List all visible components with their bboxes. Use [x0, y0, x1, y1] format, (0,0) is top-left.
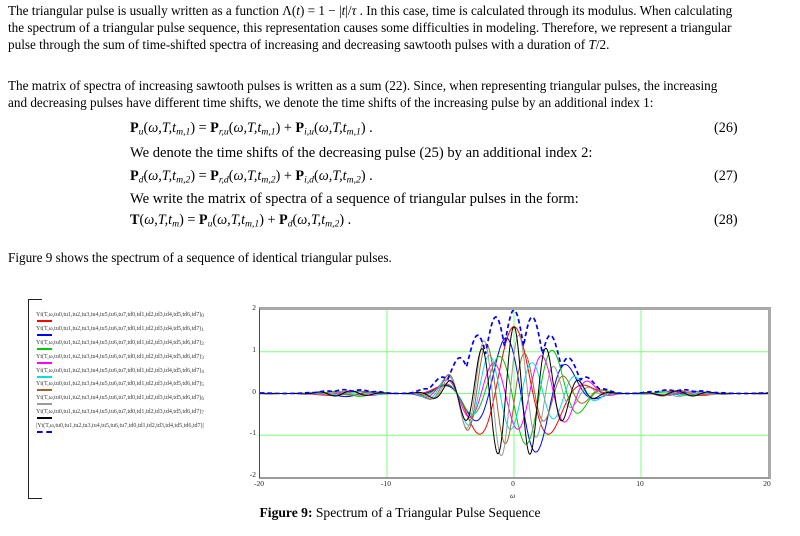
legend-entry-label: Yt(T,ω,tu0,tu1,tu2,tu3,tu4,tu5,tu6,tu7,t…	[36, 409, 204, 417]
legend-entry-label: Yt(T,ω,tu0,tu1,tu2,tu3,tu4,tu5,tu6,tu7,t…	[36, 353, 204, 361]
equation-28-number: (28)	[714, 212, 738, 228]
sentence-index2: We denote the time shifts of the decreas…	[130, 145, 593, 161]
legend-entry-label: Yt(T,ω,tu0,tu1,tu2,tu3,tu4,tu5,tu6,tu7,t…	[36, 339, 204, 347]
legend-trace-sample	[37, 431, 52, 434]
equation-27-number: (27)	[714, 168, 738, 184]
figure-region-bracket	[28, 299, 42, 499]
legend-entry: Yt(T,ω,tu0,tu1,tu2,tu3,tu4,tu5,tu6,tu7,t…	[36, 312, 258, 326]
equation-26-number: (26)	[714, 120, 738, 136]
x-tick-label: 20	[763, 479, 771, 488]
y-tick-label: 2	[252, 303, 256, 312]
legend-trace-sample	[37, 333, 52, 336]
legend-trace-sample	[37, 361, 52, 364]
equation-27-body: Pd(ω,T,tm,2) = Pr,d(ω,T,tm,2) + Pi,d(ω,T…	[130, 168, 373, 186]
legend-entry-label: Yt(T,ω,tu0,tu1,tu2,tu3,tu4,tu5,tu6,tu7,t…	[36, 381, 204, 389]
legend-entry: |Yt(T,ω,tu0,tu1,tu2,tu3,tu4,tu5,tu6,tu7,…	[36, 423, 258, 437]
equation-27: Pd(ω,T,tm,2) = Pr,d(ω,T,tm,2) + Pi,d(ω,T…	[130, 168, 770, 190]
legend-entry-label: Yt(T,ω,tu0,tu1,tu2,tu3,tu4,tu5,tu6,tu7,t…	[36, 395, 204, 403]
y-tick-label: 0	[252, 386, 256, 396]
x-tick-label: 10	[636, 479, 644, 488]
legend-trace-sample	[37, 375, 52, 378]
figure-caption: Figure 9: Spectrum of a Triangular Pulse…	[0, 505, 800, 521]
paragraph-figure-ref: Figure 9 shows the spectrum of a sequenc…	[8, 250, 392, 265]
legend-trace-sample	[37, 403, 52, 406]
legend-trace-sample	[37, 347, 52, 350]
legend-trace-sample	[37, 389, 52, 392]
legend-entry: Yt(T,ω,tu0,tu1,tu2,tu3,tu4,tu5,tu6,tu7,t…	[36, 354, 258, 368]
x-tick-label: 0	[511, 479, 515, 488]
x-tick-label: -10	[381, 479, 391, 488]
legend-entry: Yt(T,ω,tu0,tu1,tu2,tu3,tu4,tu5,tu6,tu7,t…	[36, 395, 258, 409]
paragraph-intro: The triangular pulse is usually written …	[8, 3, 733, 52]
equation-26: Pu(ω,T,tm,1) = Pr,u(ω,T,tm,1) + Pi,u(ω,T…	[130, 120, 770, 142]
sentence-matrix-form: We write the matrix of spectra of a sequ…	[130, 191, 579, 207]
paragraph-matrix: The matrix of spectra of increasing sawt…	[8, 78, 718, 110]
legend-entry-label: |Yt(T,ω,tu0,tu1,tu2,tu3,tu4,tu5,tu6,tu7,…	[36, 423, 204, 430]
legend-trace-sample	[37, 320, 52, 322]
legend-entry: Yt(T,ω,tu0,tu1,tu2,tu3,tu4,tu5,tu6,tu7,t…	[36, 409, 258, 423]
y-tick-label: -1	[249, 428, 256, 438]
spectrum-plot-canvas	[259, 309, 769, 477]
equation-28-body: T(ω,T,tm) = Pu(ω,T,tm,1) + Pd(ω,T,tm,2) …	[130, 212, 352, 230]
y-tick-label: 1	[252, 344, 256, 354]
legend-entry-label: Yt(T,ω,tu0,tu1,tu2,tu3,tu4,tu5,tu6,tu7,t…	[36, 367, 204, 375]
legend-entry: Yt(T,ω,tu0,tu1,tu2,tu3,tu4,tu5,tu6,tu7,t…	[36, 340, 258, 354]
legend-entry: Yt(T,ω,tu0,tu1,tu2,tu3,tu4,tu5,tu6,tu7,t…	[36, 326, 258, 340]
y-tick-label: -2	[249, 470, 256, 479]
plot-legend: Yt(T,ω,tu0,tu1,tu2,tu3,tu4,tu5,tu6,tu7,t…	[36, 312, 258, 437]
legend-entry: Yt(T,ω,tu0,tu1,tu2,tu3,tu4,tu5,tu6,tu7,t…	[36, 368, 258, 382]
equation-26-body: Pu(ω,T,tm,1) = Pr,u(ω,T,tm,1) + Pi,u(ω,T…	[130, 120, 373, 138]
x-axis-label: ω	[510, 491, 516, 500]
legend-entry: Yt(T,ω,tu0,tu1,tu2,tu3,tu4,tu5,tu6,tu7,t…	[36, 381, 258, 395]
spectrum-plot	[259, 307, 771, 479]
legend-entry-label: Yt(T,ω,tu0,tu1,tu2,tu3,tu4,tu5,tu6,tu7,t…	[36, 325, 204, 333]
legend-entry-label: Yt(T,ω,tu0,tu1,tu2,tu3,tu4,tu5,tu6,tu7,t…	[36, 312, 204, 319]
legend-trace-sample	[37, 417, 52, 420]
figure-caption-text: Spectrum of a Triangular Pulse Sequence	[312, 505, 541, 520]
equation-28: T(ω,T,tm) = Pu(ω,T,tm,1) + Pd(ω,T,tm,2) …	[130, 212, 770, 234]
x-tick-label: -20	[254, 479, 264, 488]
figure-caption-label: Figure 9:	[259, 505, 313, 520]
